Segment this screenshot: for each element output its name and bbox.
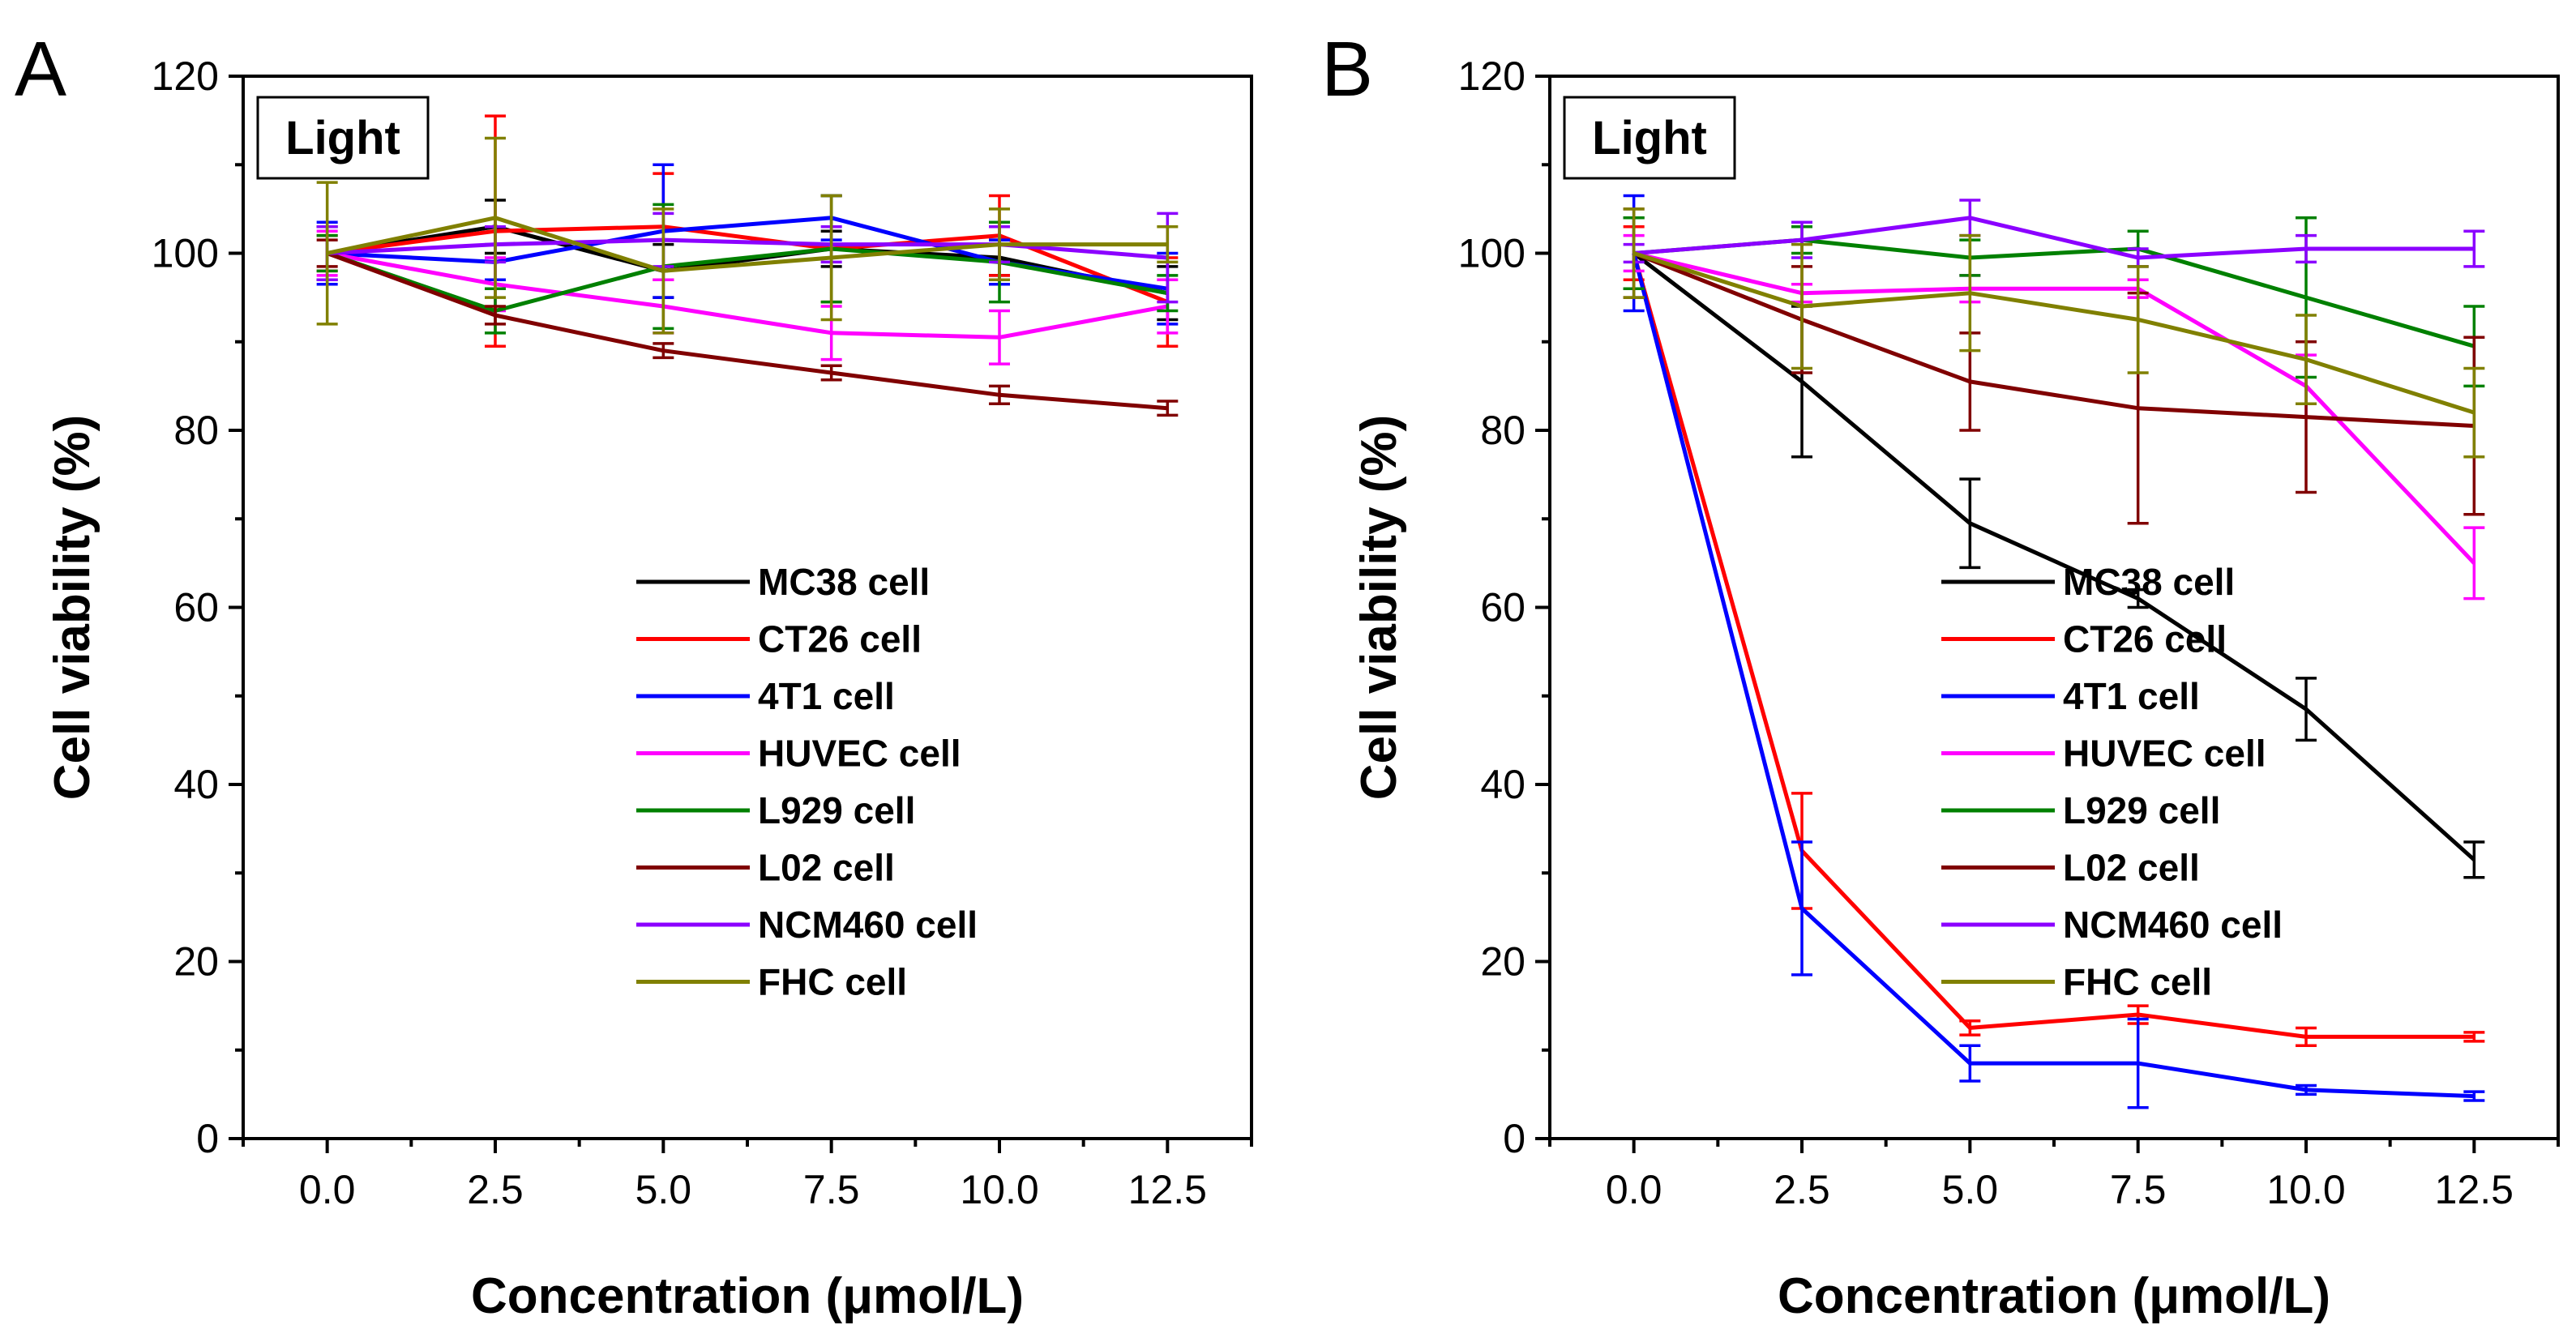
legend-label: HUVEC cell	[758, 733, 961, 775]
light-badge-label: Light	[1592, 112, 1707, 165]
x-axis-title: Concentration (μmol/L)	[1778, 1268, 2330, 1324]
series-line	[327, 224, 1168, 296]
chart-panel-b: B 0 20 40 60 80 100 120 0.0 2.5 5.0 7.5 10.0 12.5 Conc…	[1321, 26, 2560, 1324]
x-axis-title: Concentration (μmol/L)	[471, 1268, 1024, 1324]
x-tick-label: 12.5	[1128, 1167, 1207, 1212]
legend-label: NCM460 cell	[758, 904, 978, 946]
y-tick-label: 40	[173, 762, 219, 807]
legend-label: MC38 cell	[758, 561, 930, 603]
x-tick-label: 0.0	[299, 1167, 356, 1212]
y-tick-label: 60	[173, 585, 219, 630]
light-badge-label: Light	[285, 112, 400, 165]
panel-letter: A	[15, 26, 66, 113]
light-badge	[1563, 96, 1736, 180]
legend-label: L929 cell	[758, 789, 915, 831]
y-tick-label: 20	[173, 939, 219, 985]
series-line	[1632, 251, 2475, 428]
y-tick-label: 60	[1480, 585, 1525, 630]
legend-label: FHC cell	[2063, 961, 2212, 1003]
x-tick-label: 10.0	[960, 1167, 1038, 1212]
light-badge	[256, 96, 430, 180]
legend-label: FHC cell	[758, 961, 907, 1003]
series-line	[1632, 251, 2475, 415]
legend-label: 4T1 cell	[2063, 675, 2200, 717]
y-tick-label: 100	[1458, 231, 1525, 276]
y-tick-label: 120	[152, 53, 219, 99]
legend-label: CT26 cell	[758, 618, 922, 660]
x-tick-label: 7.5	[2110, 1167, 2167, 1212]
x-tick-label: 12.5	[2435, 1167, 2514, 1212]
x-tick-label: 5.0	[635, 1167, 692, 1212]
legend-label: MC38 cell	[2063, 561, 2235, 603]
y-tick-label: 80	[1480, 408, 1525, 453]
series-line	[326, 251, 1168, 411]
series-fhc-cell	[1623, 207, 2485, 459]
legend-label: L02 cell	[758, 847, 895, 889]
series-fhc-cell	[316, 136, 1179, 335]
y-tick-label: 0	[1503, 1116, 1525, 1161]
series-line	[1633, 216, 2475, 260]
series-line	[327, 251, 1168, 340]
y-axis-title: Cell viability (%)	[1351, 415, 1407, 800]
series-line	[327, 237, 1168, 260]
y-tick-label: 80	[173, 408, 219, 453]
y-tick-label: 0	[196, 1116, 219, 1161]
legend-label: CT26 cell	[2063, 618, 2227, 660]
series-line	[327, 216, 1168, 273]
series-line	[1632, 252, 2475, 1099]
y-tick-label: 100	[152, 231, 219, 276]
legend-label: L02 cell	[2063, 847, 2200, 889]
series-line	[1632, 252, 2475, 1039]
legend-label: 4T1 cell	[758, 675, 895, 717]
chart-panel-a: A 0 20 40 60 80 100 120 0.0 2.5 5.0 7.5 10.0 12.5 Conc…	[15, 26, 1253, 1324]
x-tick-label: 7.5	[803, 1167, 860, 1212]
x-tick-label: 2.5	[467, 1167, 524, 1212]
x-tick-label: 5.0	[1942, 1167, 1999, 1212]
y-axis-title: Cell viability (%)	[45, 415, 101, 800]
series-line	[1632, 251, 2475, 861]
y-tick-label: 120	[1458, 53, 1525, 99]
x-tick-label: 2.5	[1774, 1167, 1830, 1212]
legend-label: HUVEC cell	[2063, 733, 2266, 775]
series-line	[326, 246, 1168, 313]
panel-letter: B	[1321, 26, 1373, 113]
x-tick-label: 10.0	[2266, 1167, 2345, 1212]
legend-label: L929 cell	[2063, 789, 2220, 831]
series-line	[1633, 251, 2476, 565]
x-tick-label: 0.0	[1606, 1167, 1662, 1212]
y-tick-label: 40	[1480, 762, 1525, 807]
legend-label: NCM460 cell	[2063, 904, 2283, 946]
y-tick-label: 20	[1480, 939, 1525, 985]
